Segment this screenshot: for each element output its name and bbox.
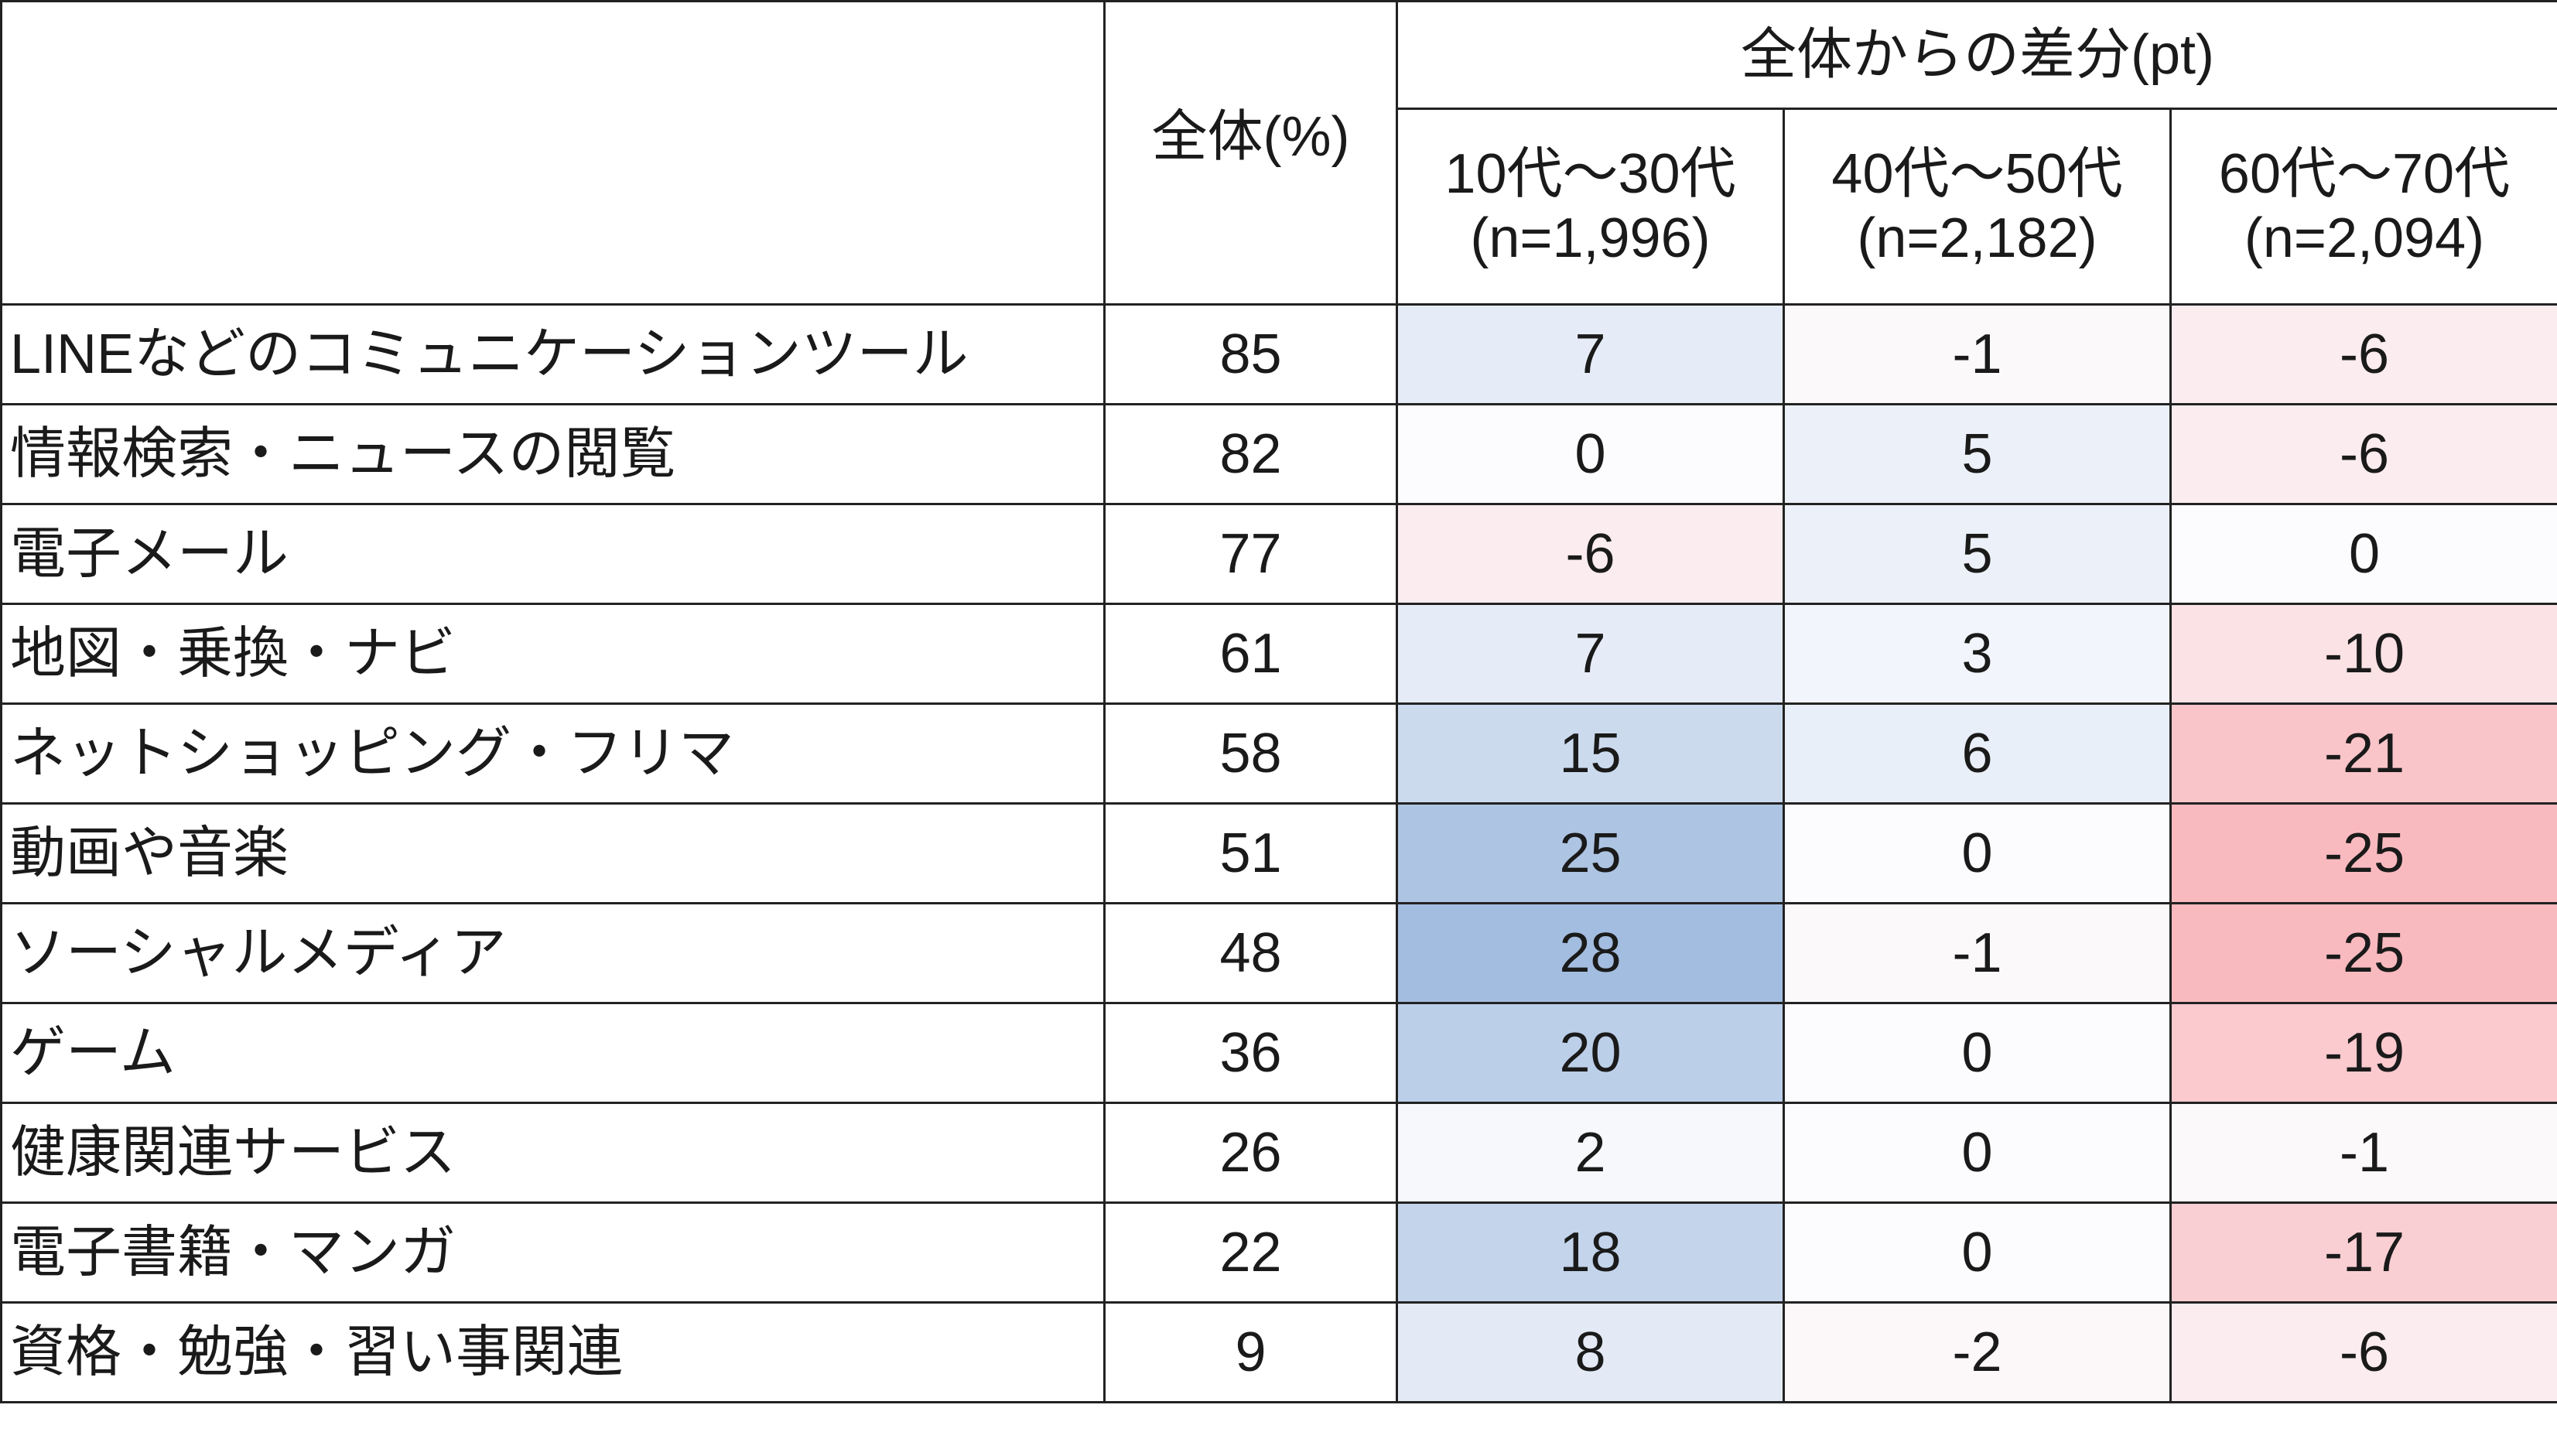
heatmap-table: 全体(%) 全体からの差分(pt) 10代～30代 (n=1,996) 40代～… (0, 0, 2557, 1403)
diff-value: -21 (2169, 702, 2557, 805)
table-row: ゲーム 36 20 0 -19 (0, 1002, 2557, 1104)
diff-value: 3 (1783, 603, 2172, 705)
table-row: 情報検索・ニュースの閲覧 82 0 5 -6 (0, 403, 2557, 505)
row-label: 電子書籍・マンガ (0, 1201, 1106, 1304)
table-row: 資格・勉強・習い事関連 9 8 -2 -6 (0, 1301, 2557, 1403)
diff-value: 18 (1396, 1201, 1785, 1304)
diff-value: 0 (2169, 503, 2557, 605)
diff-value: 0 (1783, 1102, 2172, 1204)
table-body: LINEなどのコミュニケーションツール 85 7 -1 -6 情報検索・ニュースの閲覧 82… (0, 303, 2557, 1403)
overall-value: 82 (1103, 403, 1398, 505)
overall-value: 77 (1103, 503, 1398, 605)
overall-value: 9 (1103, 1301, 1398, 1403)
diff-value: 8 (1396, 1301, 1785, 1403)
row-label: 動画や音楽 (0, 802, 1106, 904)
diff-value: -1 (1783, 303, 2172, 405)
diff-value: -6 (1396, 503, 1785, 605)
diff-value: 7 (1396, 603, 1785, 705)
overall-value: 22 (1103, 1201, 1398, 1304)
diff-value: -25 (2169, 802, 2557, 904)
diff-value: 15 (1396, 702, 1785, 805)
col-header-n: (n=2,182) (1857, 207, 2097, 269)
col-header-n: (n=2,094) (2244, 207, 2485, 269)
diff-group-header: 全体からの差分(pt) (1395, 0, 2557, 110)
diff-value: 5 (1783, 503, 2172, 605)
col-header-40-50: 40代～50代 (n=2,182) (1783, 108, 2172, 306)
col-header-age: 40代～50代 (1831, 143, 2123, 206)
diff-value: 20 (1396, 1002, 1785, 1104)
table-row: 地図・乗換・ナビ 61 7 3 -10 (0, 603, 2557, 705)
col-header-n: (n=1,996) (1470, 207, 1711, 269)
table-row: ソーシャルメディア 48 28 -1 -25 (0, 902, 2557, 1004)
table-row: 健康関連サービス 26 2 0 -1 (0, 1102, 2557, 1204)
overall-value: 48 (1103, 902, 1398, 1004)
diff-value: 28 (1396, 902, 1785, 1004)
row-label: ソーシャルメディア (0, 902, 1106, 1004)
table-row: ネットショッピング・フリマ 58 15 6 -21 (0, 702, 2557, 805)
diff-value: -6 (2169, 1301, 2557, 1403)
diff-value: -6 (2169, 403, 2557, 505)
row-label: LINEなどのコミュニケーションツール (0, 303, 1106, 405)
table-row: LINEなどのコミュニケーションツール 85 7 -1 -6 (0, 303, 2557, 405)
table-row: 電子メール 77 -6 5 0 (0, 503, 2557, 605)
col-header-age: 60代～70代 (2218, 143, 2511, 206)
diff-value: 5 (1783, 403, 2172, 505)
diff-value: -2 (1783, 1301, 2172, 1403)
diff-value: -19 (2169, 1002, 2557, 1104)
diff-value: -1 (1783, 902, 2172, 1004)
diff-value: 2 (1396, 1102, 1785, 1204)
row-label: 健康関連サービス (0, 1102, 1106, 1204)
row-label: 資格・勉強・習い事関連 (0, 1301, 1106, 1403)
overall-header: 全体(%) (1103, 0, 1398, 306)
col-header-10-30: 10代～30代 (n=1,996) (1396, 108, 1785, 306)
overall-value: 36 (1103, 1002, 1398, 1104)
overall-value: 51 (1103, 802, 1398, 904)
corner-cell (0, 0, 1106, 306)
overall-value: 26 (1103, 1102, 1398, 1204)
table-row: 電子書籍・マンガ 22 18 0 -17 (0, 1201, 2557, 1304)
diff-value: -25 (2169, 902, 2557, 1004)
row-label: ゲーム (0, 1002, 1106, 1104)
diff-value: 0 (1783, 1201, 2172, 1304)
row-label: 地図・乗換・ナビ (0, 603, 1106, 705)
diff-value: 25 (1396, 802, 1785, 904)
overall-header-text: 全体(%) (1151, 106, 1350, 169)
row-label: ネットショッピング・フリマ (0, 702, 1106, 805)
diff-value: 0 (1783, 1002, 2172, 1104)
overall-value: 58 (1103, 702, 1398, 805)
diff-value: -10 (2169, 603, 2557, 705)
col-header-age: 10代～30代 (1444, 143, 1736, 206)
overall-value: 61 (1103, 603, 1398, 705)
col-header-60-70: 60代～70代 (n=2,094) (2169, 108, 2557, 306)
diff-value: -6 (2169, 303, 2557, 405)
diff-value: -1 (2169, 1102, 2557, 1204)
overall-value: 85 (1103, 303, 1398, 405)
diff-value: 0 (1396, 403, 1785, 505)
diff-value: -17 (2169, 1201, 2557, 1304)
diff-value: 0 (1783, 802, 2172, 904)
table-row: 動画や音楽 51 25 0 -25 (0, 802, 2557, 904)
diff-value: 7 (1396, 303, 1785, 405)
row-label: 情報検索・ニュースの閲覧 (0, 403, 1106, 505)
diff-value: 6 (1783, 702, 2172, 805)
row-label: 電子メール (0, 503, 1106, 605)
